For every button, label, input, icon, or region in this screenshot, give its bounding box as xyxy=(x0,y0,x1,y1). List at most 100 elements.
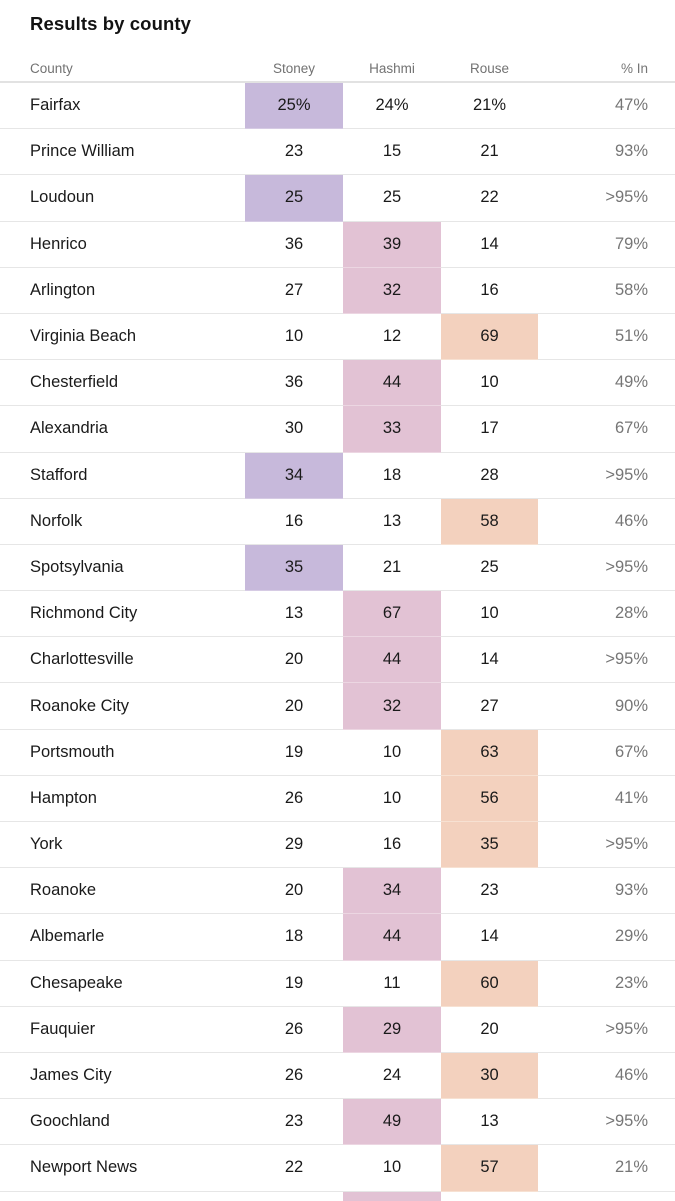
stoney-value: 23 xyxy=(245,1099,343,1146)
col-header-stoney: Stoney xyxy=(272,60,316,76)
county-name: Fauquier xyxy=(0,1007,245,1053)
stoney-value: 27 xyxy=(245,268,343,314)
table-row: Chesterfield 36 44 10 49% xyxy=(0,360,675,407)
table-row: Hampton 26 10 56 41% xyxy=(0,775,675,822)
table-row: York 29 16 35 >95% xyxy=(0,822,675,869)
hashmi-value: 16 xyxy=(343,822,441,869)
stoney-value: 20 xyxy=(245,683,343,730)
county-name: Virginia Beach xyxy=(0,314,245,361)
stoney-value: 23 xyxy=(245,129,343,176)
county-name: Richmond City xyxy=(0,591,245,638)
rouse-value-highlighted: 63 xyxy=(441,729,538,776)
col-header-pct-in: % In xyxy=(620,60,648,76)
county-name: Goochland xyxy=(0,1099,245,1146)
rouse-value: 16 xyxy=(441,268,538,314)
county-name: James City xyxy=(0,1053,245,1100)
table-row: Arlington 27 32 16 58% xyxy=(0,267,675,314)
pct-in-value: >95% xyxy=(538,637,675,684)
table-row: Richmond City 13 67 10 28% xyxy=(0,591,675,638)
table-row: Chesapeake 19 11 60 23% xyxy=(0,960,675,1007)
hashmi-value: 13 xyxy=(343,499,441,545)
county-name: Charlottesville xyxy=(0,637,245,684)
rouse-value: 10 xyxy=(441,591,538,638)
stoney-value: 36 xyxy=(245,360,343,407)
pct-in-value: 49% xyxy=(538,360,675,407)
hashmi-value-highlighted: 39 xyxy=(343,221,441,268)
hashmi-value: 18 xyxy=(343,453,441,499)
pct-in-value: >95% xyxy=(538,175,675,222)
county-name: Chesapeake xyxy=(0,961,245,1007)
rouse-value: 10 xyxy=(441,360,538,407)
table-row: Norfolk 16 13 58 46% xyxy=(0,498,675,545)
rouse-value: 25 xyxy=(441,545,538,592)
hashmi-value-highlighted: 44 xyxy=(343,637,441,684)
table-header-row: County Stoney Hashmi Rouse % In xyxy=(0,55,675,83)
stoney-value: 26 xyxy=(245,776,343,822)
county-name: York xyxy=(0,822,245,869)
table-row: Goochland 23 49 13 >95% xyxy=(0,1099,675,1146)
rouse-value-highlighted: 35 xyxy=(441,822,538,869)
pct-in-value: 23% xyxy=(538,961,675,1007)
stoney-value: 20 xyxy=(245,868,343,915)
pct-in-value: >95% xyxy=(538,545,675,592)
stoney-value: 36 xyxy=(245,222,343,268)
pct-in-value: 67% xyxy=(538,730,675,776)
pct-in-value: 67% xyxy=(538,406,675,453)
pct-in-value: >95% xyxy=(538,822,675,869)
hashmi-value: 21 xyxy=(343,545,441,592)
stoney-value-highlighted: 25 xyxy=(245,175,343,222)
hashmi-value: 24% xyxy=(343,83,441,130)
pct-in-value: 79% xyxy=(538,222,675,268)
hashmi-value-highlighted: 49 xyxy=(343,1099,441,1146)
county-name: Henrico xyxy=(0,222,245,268)
col-header-hashmi: Hashmi xyxy=(369,60,415,76)
county-name: Arlington xyxy=(0,268,245,314)
pct-in-value: 47% xyxy=(538,83,675,130)
table-row: James City 26 24 30 46% xyxy=(0,1052,675,1100)
stoney-value-highlighted: 34 xyxy=(245,452,343,499)
rouse-value-highlighted: 69 xyxy=(441,313,538,361)
hashmi-value-highlighted: 44 xyxy=(343,360,441,407)
pct-in-value: 46% xyxy=(538,1053,675,1100)
pct-in-value: 28% xyxy=(538,591,675,638)
stoney-value: 10 xyxy=(245,314,343,361)
county-name: Portsmouth xyxy=(0,730,245,776)
partial-hashmi-cell xyxy=(343,1191,441,1201)
partial-rouse-cell xyxy=(441,1192,538,1201)
hashmi-value-highlighted: 29 xyxy=(343,1006,441,1053)
pct-in-value: 41% xyxy=(538,776,675,822)
rouse-value: 14 xyxy=(441,222,538,268)
hashmi-value: 10 xyxy=(343,776,441,822)
hashmi-value: 10 xyxy=(343,1145,441,1192)
partial-stoney-cell xyxy=(245,1192,343,1201)
rouse-value-highlighted: 58 xyxy=(441,498,538,545)
stoney-value: 29 xyxy=(245,822,343,869)
table-row: Henrico 36 39 14 79% xyxy=(0,221,675,268)
table-row: Alexandria 30 33 17 67% xyxy=(0,406,675,453)
county-name: Chesterfield xyxy=(0,360,245,407)
hashmi-value: 15 xyxy=(343,129,441,176)
pct-in-value: 93% xyxy=(538,868,675,915)
table-row: Charlottesville 20 44 14 >95% xyxy=(0,637,675,684)
pct-in-value: 51% xyxy=(538,314,675,361)
rouse-value: 27 xyxy=(441,683,538,730)
hashmi-value: 11 xyxy=(343,961,441,1007)
stoney-value-highlighted: 25% xyxy=(245,83,343,130)
stoney-value: 26 xyxy=(245,1007,343,1053)
stoney-value: 19 xyxy=(245,730,343,776)
rouse-value-highlighted: 30 xyxy=(441,1052,538,1100)
col-header-rouse: Rouse xyxy=(469,60,510,76)
partial-county-cell xyxy=(0,1192,245,1201)
partial-table-row xyxy=(0,1191,675,1201)
pct-in-value: 90% xyxy=(538,683,675,730)
county-name: Roanoke City xyxy=(0,683,245,730)
county-name: Hampton xyxy=(0,776,245,822)
rouse-value-highlighted: 60 xyxy=(441,960,538,1007)
hashmi-value: 24 xyxy=(343,1053,441,1100)
hashmi-value: 10 xyxy=(343,730,441,776)
stoney-value: 13 xyxy=(245,591,343,638)
hashmi-value: 12 xyxy=(343,314,441,361)
table-row: Fauquier 26 29 20 >95% xyxy=(0,1006,675,1053)
county-name: Newport News xyxy=(0,1145,245,1192)
results-by-county-table: County Stoney Hashmi Rouse % In Fairfax … xyxy=(0,55,675,1201)
